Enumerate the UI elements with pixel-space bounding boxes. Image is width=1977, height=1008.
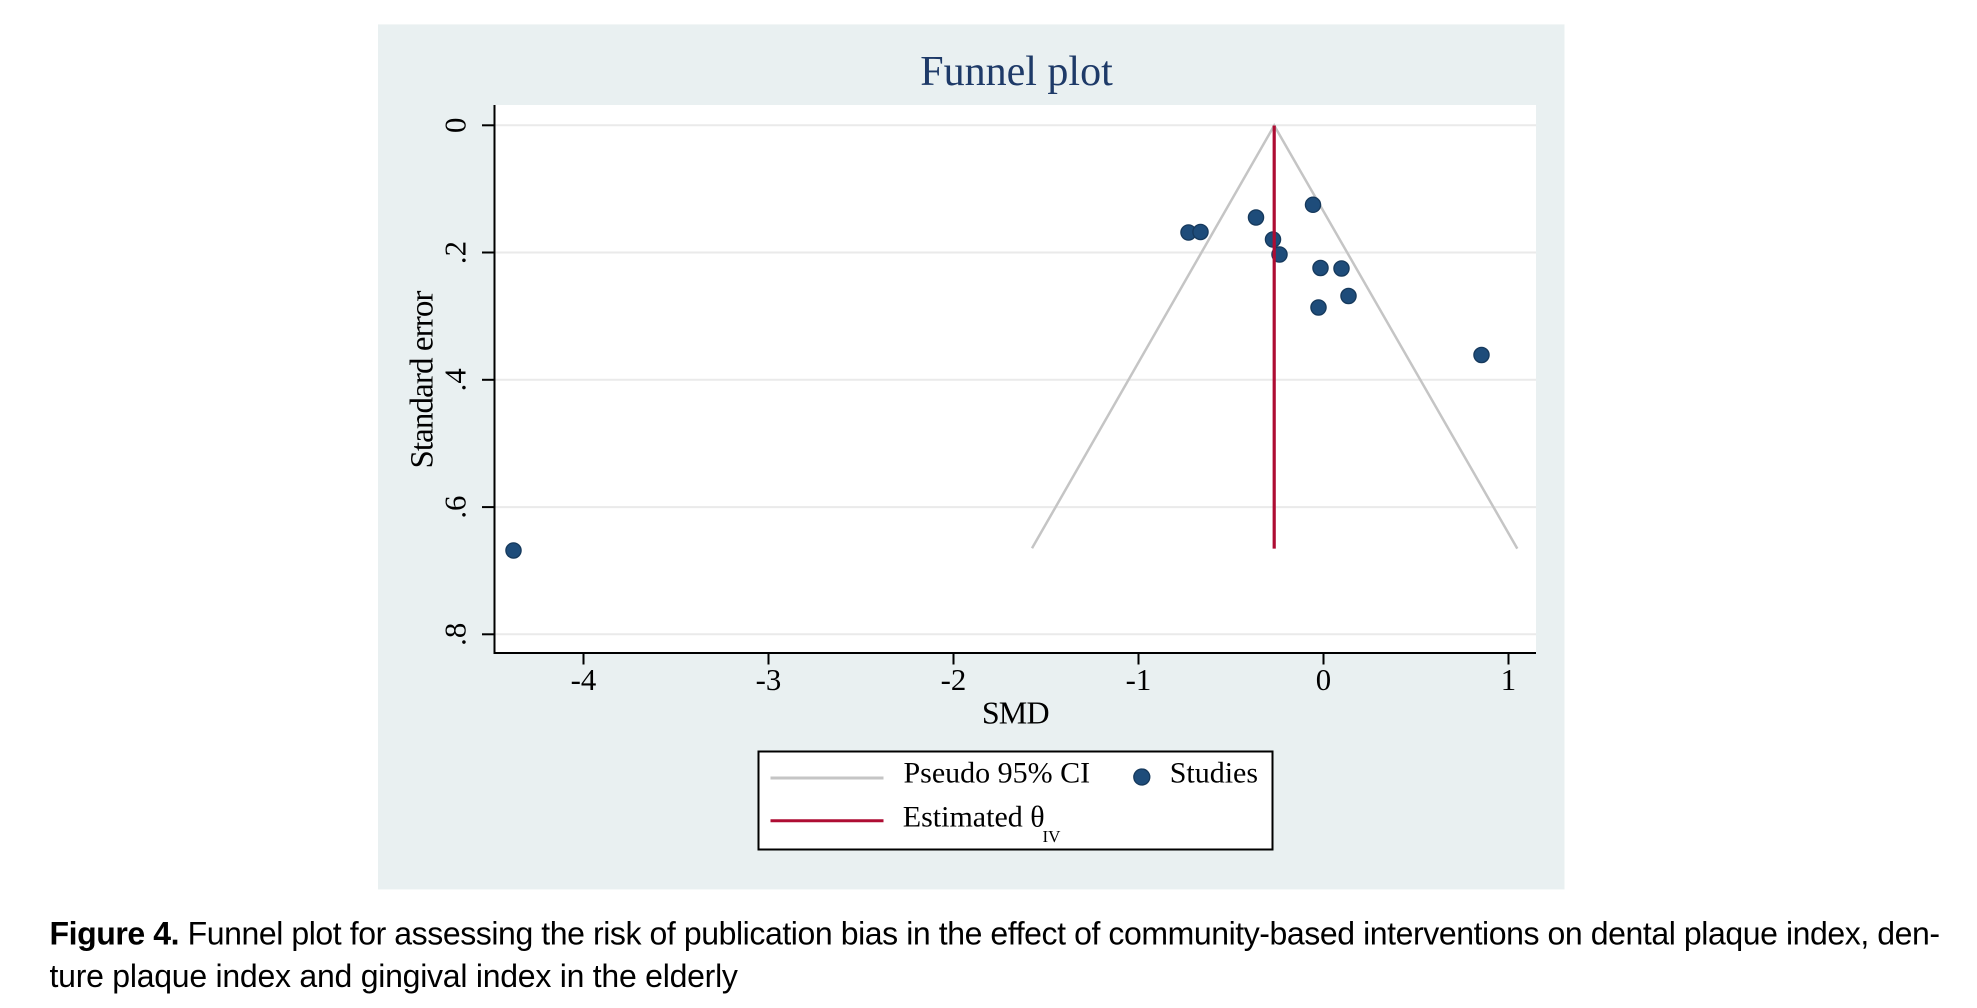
svg-text:SMD: SMD bbox=[982, 694, 1049, 730]
svg-text:ture plaque index and gingival: ture plaque index and gingival index in … bbox=[50, 958, 738, 994]
svg-text:-1: -1 bbox=[1126, 663, 1152, 697]
svg-text:Studies: Studies bbox=[1170, 757, 1258, 790]
svg-text:-2: -2 bbox=[941, 663, 967, 697]
svg-text:Estimated θ: Estimated θ bbox=[903, 801, 1045, 834]
svg-text:-4: -4 bbox=[571, 663, 597, 697]
svg-text:.2: .2 bbox=[439, 241, 473, 264]
svg-text:Pseudo 95% CI: Pseudo 95% CI bbox=[904, 757, 1091, 790]
svg-text:Figure 4. Funnel plot for asse: Figure 4. Funnel plot for assessing the … bbox=[50, 916, 1940, 952]
svg-text:0: 0 bbox=[439, 118, 473, 133]
svg-text:1: 1 bbox=[1501, 663, 1516, 697]
svg-text:0: 0 bbox=[1316, 663, 1331, 697]
svg-text:.6: .6 bbox=[439, 496, 473, 519]
svg-text:IV: IV bbox=[1043, 827, 1062, 846]
svg-text:Funnel plot: Funnel plot bbox=[920, 49, 1113, 95]
svg-text:Standard error: Standard error bbox=[405, 291, 441, 469]
svg-text:-3: -3 bbox=[756, 663, 782, 697]
svg-text:.4: .4 bbox=[439, 368, 473, 391]
svg-text:.8: .8 bbox=[439, 623, 473, 646]
